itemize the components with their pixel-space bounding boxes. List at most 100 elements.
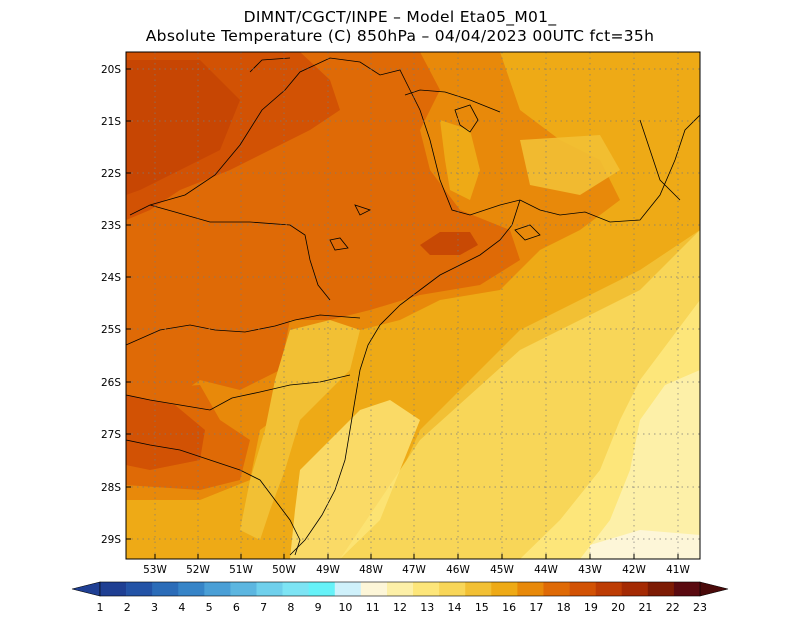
- colorbar-swatch: [282, 582, 309, 596]
- colorbar-swatch: [256, 582, 283, 596]
- colorbar-swatch: [178, 582, 205, 596]
- colorbar-label: 11: [366, 601, 380, 614]
- colorbar-label: 4: [178, 601, 185, 614]
- state-border-mg: [404, 89, 501, 113]
- colorbar-swatch: [360, 582, 388, 596]
- colorbar-label: 16: [502, 601, 516, 614]
- colorbar-swatch: [569, 582, 596, 596]
- colorbar-border: [99, 581, 701, 597]
- lat-label-22s: 22S: [101, 168, 121, 180]
- longitude-labels: 53W 52W 51W 50W 49W 48W 47W 46W 45W 44W …: [143, 564, 690, 576]
- colorbar-left-arrow: [71, 581, 101, 597]
- lat-label-28s: 28S: [101, 482, 121, 494]
- colorbar-label: 22: [666, 601, 680, 614]
- lon-label-47w: 47W: [402, 564, 426, 576]
- colorbar-label: 20: [611, 601, 625, 614]
- colorbar-swatch: [386, 582, 414, 596]
- colorbar-label: 3: [151, 601, 158, 614]
- colorbar-swatch: [491, 582, 518, 596]
- colorbar-label: 13: [420, 601, 434, 614]
- temperature-field: [126, 52, 700, 559]
- lon-label-53w: 53W: [143, 564, 167, 576]
- colorbar-swatch: [673, 582, 701, 596]
- state-border-parana-south: [126, 314, 361, 346]
- lat-label-25s: 25S: [101, 324, 121, 336]
- colorbar-swatch: [230, 582, 257, 596]
- lon-label-42w: 42W: [622, 564, 646, 576]
- state-border-parana-north: [149, 204, 331, 301]
- lon-label-41w: 41W: [666, 564, 690, 576]
- colorbar-swatches: [99, 581, 701, 597]
- field-15-tongue: [240, 320, 360, 540]
- colorbar-label: 6: [233, 601, 240, 614]
- lat-label-26s: 26S: [101, 377, 121, 389]
- field-12: [580, 370, 700, 559]
- colorbar-label: 7: [260, 601, 267, 614]
- colorbar: 1 2 3 4 5 6 7 8 9 10 11 12 13 14 15 16 17 18 19 20 21 22 23: [71, 581, 729, 614]
- colorbar-swatch: [334, 582, 362, 596]
- lat-label-23s: 23S: [101, 220, 121, 232]
- tick-marks: [126, 68, 679, 559]
- map-title-line1: DIMNT/CGCT/INPE – Model Eta05_M01_: [243, 8, 557, 26]
- map-title-line2: Absolute Temperature (C) 850hPa – 04/04/…: [145, 27, 655, 45]
- lon-label-43w: 43W: [578, 564, 602, 576]
- colorbar-label: 5: [206, 601, 213, 614]
- colorbar-label: 18: [557, 601, 571, 614]
- lon-label-46w: 46W: [446, 564, 470, 576]
- colorbar-swatch: [152, 582, 179, 596]
- colorbar-label: 12: [393, 601, 407, 614]
- state-border-es: [639, 119, 681, 201]
- colorbar-label: 23: [693, 601, 707, 614]
- lakes-and-bays: [329, 104, 541, 251]
- coastline: [289, 199, 521, 556]
- state-border-sc-south: [126, 439, 301, 556]
- boundaries: [126, 57, 700, 556]
- colorbar-swatch: [413, 582, 440, 596]
- state-border-north: [129, 57, 521, 216]
- latitude-labels: 20S 21S 22S 23S 24S 25S 26S 27S 28S 29S: [101, 64, 121, 546]
- colorbar-label: 21: [638, 601, 652, 614]
- colorbar-swatch: [308, 582, 336, 596]
- map-frame: [125, 51, 701, 560]
- lat-label-27s: 27S: [101, 429, 121, 441]
- colorbar-label: 9: [315, 601, 322, 614]
- colorbar-swatch: [439, 582, 466, 596]
- state-border-nw: [249, 57, 291, 73]
- colorbar-right-arrow: [699, 581, 729, 597]
- colorbar-label: 1: [97, 601, 104, 614]
- colorbar-swatch: [517, 582, 544, 596]
- colorbar-labels: 1 2 3 4 5 6 7 8 9 10 11 12 13 14 15 16 17 18 19 20 21 22 23: [97, 601, 708, 614]
- lon-label-51w: 51W: [229, 564, 253, 576]
- colorbar-label: 14: [448, 601, 462, 614]
- lon-label-48w: 48W: [359, 564, 383, 576]
- field-13-coast: [290, 400, 420, 559]
- lon-label-52w: 52W: [186, 564, 210, 576]
- lat-label-20s: 20S: [101, 64, 121, 76]
- colorbar-swatch: [100, 582, 127, 596]
- colorbar-swatch: [543, 582, 570, 596]
- lon-label-45w: 45W: [490, 564, 514, 576]
- colorbar-label: 17: [529, 601, 543, 614]
- colorbar-label: 19: [584, 601, 598, 614]
- lat-label-21s: 21S: [101, 116, 121, 128]
- coast-rio: [519, 114, 700, 223]
- colorbar-swatch: [465, 582, 492, 596]
- field-11: [590, 530, 700, 559]
- lon-label-50w: 50W: [272, 564, 296, 576]
- colorbar-label: 10: [338, 601, 352, 614]
- lon-label-44w: 44W: [534, 564, 558, 576]
- colorbar-swatch: [126, 582, 153, 596]
- colorbar-label: 15: [475, 601, 489, 614]
- colorbar-swatch: [595, 582, 623, 596]
- field-15-patch: [520, 135, 620, 195]
- colorbar-label: 2: [124, 601, 131, 614]
- colorbar-swatch: [621, 582, 649, 596]
- colorbar-label: 8: [287, 601, 294, 614]
- state-border-sc-north: [126, 374, 351, 411]
- lat-label-24s: 24S: [101, 272, 121, 284]
- colorbar-swatch: [204, 582, 231, 596]
- field-19-patch: [420, 232, 478, 255]
- field-20-north: [126, 60, 240, 195]
- field-16-patch: [440, 120, 480, 200]
